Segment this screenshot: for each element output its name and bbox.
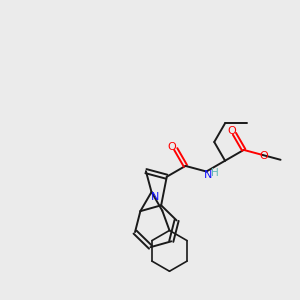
Text: N: N [204,170,212,180]
Text: O: O [260,151,268,161]
Text: N: N [151,191,159,202]
Text: H: H [212,168,219,178]
Text: O: O [228,126,236,136]
Text: O: O [167,142,176,152]
